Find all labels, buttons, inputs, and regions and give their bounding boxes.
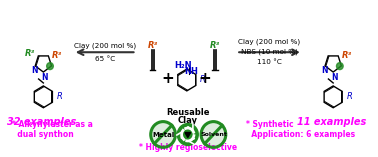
Text: 32 examples: 32 examples	[7, 117, 76, 127]
Text: Clay: Clay	[178, 116, 198, 125]
Text: Solvent: Solvent	[200, 132, 227, 137]
Text: 11 examples: 11 examples	[297, 117, 366, 127]
Text: R³: R³	[210, 41, 220, 50]
Text: 110 °C: 110 °C	[257, 59, 282, 65]
Text: N: N	[31, 66, 38, 75]
Text: R³: R³	[51, 51, 62, 60]
Text: NH: NH	[184, 67, 198, 76]
Text: N: N	[321, 66, 328, 75]
Circle shape	[177, 124, 198, 145]
Polygon shape	[185, 133, 191, 138]
Circle shape	[336, 63, 343, 70]
Text: R: R	[200, 76, 206, 84]
Text: * Alkynylester as a: * Alkynylester as a	[12, 120, 93, 129]
Circle shape	[46, 63, 53, 70]
Text: * Synthetic: * Synthetic	[246, 120, 293, 129]
Text: Application: 6 examples: Application: 6 examples	[246, 130, 355, 138]
Text: NBS (10 mol %): NBS (10 mol %)	[241, 49, 298, 55]
Text: +: +	[161, 70, 174, 86]
Text: R³: R³	[341, 51, 352, 60]
Text: Metal: Metal	[152, 132, 174, 138]
Text: * Highly regioselective: * Highly regioselective	[139, 143, 237, 152]
Text: R³: R³	[147, 41, 158, 50]
Text: H₂N: H₂N	[174, 61, 192, 70]
Text: N: N	[331, 73, 338, 81]
Text: R: R	[57, 92, 62, 101]
Circle shape	[151, 122, 175, 147]
Text: R³: R³	[25, 49, 35, 58]
Text: Clay (200 mol %): Clay (200 mol %)	[74, 42, 136, 49]
Text: dual synthon: dual synthon	[12, 130, 74, 138]
Text: Clay (200 mol %): Clay (200 mol %)	[239, 38, 301, 45]
Text: N: N	[41, 73, 48, 81]
Text: 65 °C: 65 °C	[94, 56, 115, 62]
Circle shape	[201, 122, 226, 147]
Text: Reusable: Reusable	[166, 108, 209, 117]
Text: R: R	[347, 92, 352, 101]
Text: +: +	[198, 70, 211, 86]
